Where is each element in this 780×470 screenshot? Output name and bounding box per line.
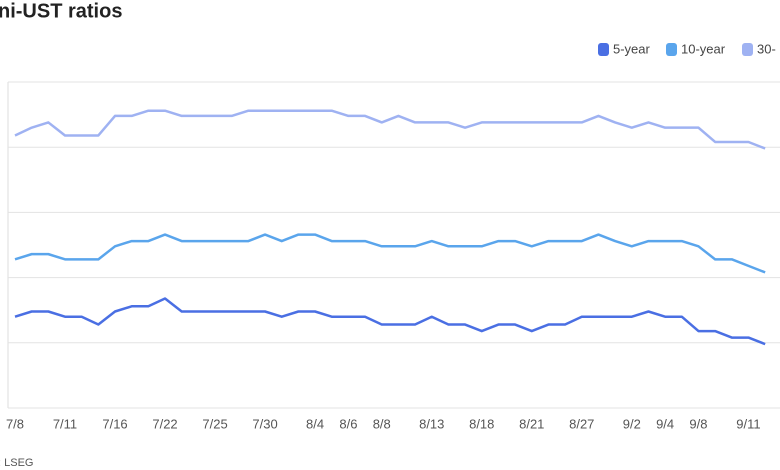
x-tick-label: 8/21 — [519, 416, 544, 431]
series-line — [14, 109, 766, 150]
x-tick-label: 8/4 — [306, 416, 324, 431]
series-line — [14, 233, 766, 274]
source: : LSEG — [0, 457, 33, 469]
x-tick-label: 9/4 — [656, 416, 674, 431]
series-line — [14, 297, 766, 346]
x-tick-label: 7/25 — [202, 416, 227, 431]
x-tick-label: 9/8 — [689, 416, 707, 431]
legend-swatch — [742, 43, 753, 56]
x-tick-label: 8/18 — [469, 416, 494, 431]
x-tick-label: 8/13 — [419, 416, 444, 431]
legend-label: 5-year — [613, 41, 651, 56]
x-tick-label: 7/16 — [102, 416, 127, 431]
x-tick-label: 8/8 — [373, 416, 391, 431]
x-tick-label: 7/30 — [252, 416, 277, 431]
legend-swatch — [666, 43, 677, 56]
x-tick-label: 7/8 — [6, 416, 24, 431]
legend-label: 10-year — [681, 41, 726, 56]
x-tick-label: 7/22 — [152, 416, 177, 431]
chart-title: ni-UST ratios — [0, 0, 122, 22]
x-tick-label: 9/2 — [623, 416, 641, 431]
x-tick-label: 8/27 — [569, 416, 594, 431]
legend-swatch — [598, 43, 609, 56]
legend-label: 30- — [757, 41, 776, 56]
x-tick-label: 9/11 — [736, 416, 760, 431]
x-tick-label: 8/6 — [339, 416, 357, 431]
x-tick-label: 7/11 — [53, 416, 77, 431]
